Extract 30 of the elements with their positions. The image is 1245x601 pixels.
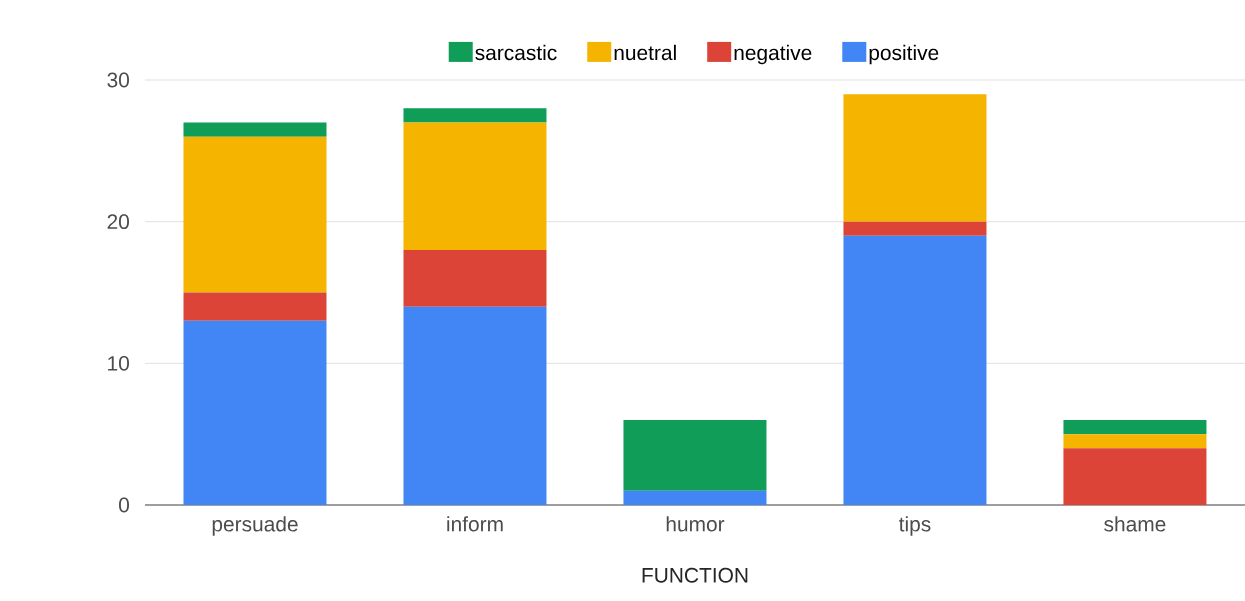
- bar: [183, 292, 327, 321]
- bar: [403, 306, 547, 505]
- x-tick-label: shame: [1104, 516, 1166, 532]
- x-axis-title: FUNCTION: [642, 567, 748, 583]
- bar: [1063, 434, 1207, 449]
- legend-label: sarcastic: [475, 44, 557, 61]
- legend-label: nuetral: [614, 44, 676, 61]
- bar: [623, 490, 767, 505]
- bar: [183, 320, 327, 505]
- bar: [403, 122, 547, 250]
- bar: [1063, 448, 1207, 505]
- bar: [843, 235, 987, 505]
- bar: [843, 221, 987, 236]
- x-tick-label: persuade: [212, 516, 298, 536]
- x-tick-label: inform: [447, 516, 503, 532]
- y-tick-label: 0: [119, 497, 130, 513]
- x-tick-label: tips: [898, 516, 931, 536]
- bar: [1063, 420, 1207, 435]
- bar: [843, 94, 987, 222]
- y-tick-label: 10: [108, 355, 129, 371]
- bar: [403, 250, 547, 307]
- legend-label: positive: [869, 44, 939, 65]
- bar: [183, 136, 327, 293]
- bar: [623, 420, 767, 491]
- y-tick-label: 20: [107, 214, 129, 230]
- bar: [183, 122, 327, 137]
- y-tick-label: 30: [107, 72, 129, 88]
- legend-label: negative: [734, 44, 812, 65]
- x-tick-label: humor: [666, 516, 725, 532]
- bar: [403, 108, 547, 123]
